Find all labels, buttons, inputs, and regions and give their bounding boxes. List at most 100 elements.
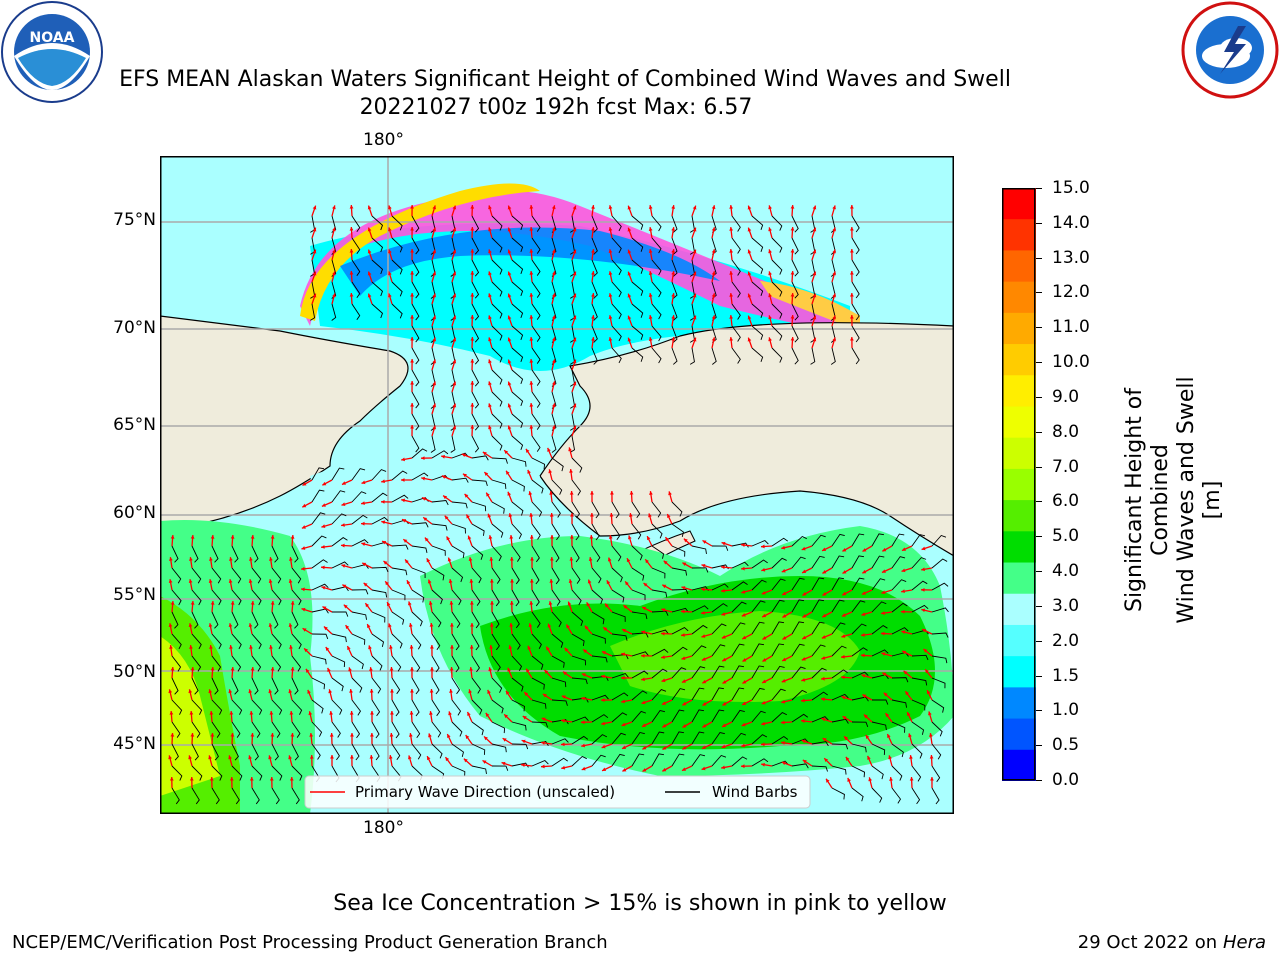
wind-barb xyxy=(751,621,765,635)
colorbar-cell xyxy=(1002,718,1036,751)
wave-direction-arrowhead xyxy=(210,733,215,737)
wave-direction-arrowhead xyxy=(842,591,847,596)
wind-barb xyxy=(651,347,662,364)
wind-barb xyxy=(831,577,845,591)
wave-direction-arrowhead xyxy=(747,293,752,298)
wave-direction-arrowhead xyxy=(208,623,213,628)
wave-direction-arrowhead xyxy=(188,689,193,694)
wind-barb xyxy=(851,647,868,657)
wave-direction-arrowhead xyxy=(468,557,473,562)
colorbar-tick-mark xyxy=(1036,362,1042,364)
wind-barb xyxy=(691,645,707,657)
nws-logo-icon xyxy=(1181,1,1279,99)
wave-direction-arrowhead xyxy=(361,521,365,526)
wave-direction-arrowhead xyxy=(401,457,405,462)
wind-barb xyxy=(931,699,945,713)
wind-barb xyxy=(251,721,261,738)
wind-barb xyxy=(711,603,728,613)
wave-direction-arrowhead xyxy=(862,694,867,698)
wind-barb xyxy=(551,435,557,453)
wave-direction-arrowhead xyxy=(566,624,570,629)
wave-direction-arrowhead xyxy=(410,315,415,319)
wind-barb xyxy=(571,677,588,685)
wave-direction-arrowhead xyxy=(169,777,174,781)
wave-direction-arrowhead xyxy=(443,495,448,500)
wave-direction-arrowhead xyxy=(388,227,392,232)
wave-direction-arrowhead xyxy=(682,745,687,750)
wind-barb xyxy=(771,557,787,569)
wind-barb xyxy=(491,567,501,584)
wave-direction-arrowhead xyxy=(929,755,934,759)
wind-barb xyxy=(491,677,503,693)
wave-direction-arrowhead xyxy=(428,601,433,605)
wind-barb xyxy=(671,347,678,365)
wave-direction-arrowhead xyxy=(682,724,687,728)
wind-barb xyxy=(351,491,367,503)
wave-direction-arrowhead xyxy=(209,711,214,715)
wind-barb xyxy=(571,716,589,723)
wave-direction-arrowhead xyxy=(901,630,906,635)
wind-barb xyxy=(731,643,745,657)
wave-direction-arrowhead xyxy=(608,337,613,342)
colorbar-tick-label: 11.0 xyxy=(1052,317,1090,338)
wind-barb xyxy=(611,545,622,562)
wave-direction-arrowhead xyxy=(711,293,716,298)
wave-direction-arrowhead xyxy=(801,677,806,682)
wind-barb xyxy=(511,523,522,540)
wind-barb xyxy=(491,435,503,451)
wind-barb xyxy=(531,237,541,254)
wave-direction-arrowhead xyxy=(309,755,314,759)
wave-direction-arrowhead xyxy=(562,671,567,676)
wind-barb xyxy=(471,699,483,715)
wind-barb xyxy=(871,625,888,635)
wind-barb xyxy=(291,567,302,584)
wind-barb xyxy=(251,589,262,606)
wave-direction-arrowhead xyxy=(288,623,293,628)
wind-barb xyxy=(411,413,420,431)
wind-barb xyxy=(551,738,569,745)
wind-barb xyxy=(531,677,545,690)
colorbar-tick-mark xyxy=(1036,501,1042,503)
wave-direction-arrowhead xyxy=(671,315,676,319)
wave-direction-arrowhead xyxy=(608,227,613,232)
wind-barb xyxy=(631,651,649,657)
wind-barb xyxy=(351,611,367,620)
wind-barb xyxy=(631,545,643,561)
wave-direction-arrowhead xyxy=(601,698,605,702)
wave-direction-arrowhead xyxy=(322,481,327,486)
wind-barb xyxy=(511,435,524,451)
wind-barb xyxy=(651,281,662,298)
wave-direction-arrowhead xyxy=(482,451,487,456)
wind-barb xyxy=(651,237,662,254)
wave-direction-arrowhead xyxy=(410,381,415,385)
wind-barb xyxy=(611,523,621,541)
wind-barb xyxy=(771,599,785,613)
wave-direction-arrowhead xyxy=(922,628,927,633)
wave-direction-arrowhead xyxy=(768,315,772,320)
wave-direction-arrowhead xyxy=(844,736,848,741)
wind-barb xyxy=(791,535,807,547)
wind-barb xyxy=(551,589,561,606)
wind-barb xyxy=(931,743,942,760)
wave-direction-arrowhead xyxy=(529,381,534,385)
colorbar-cell xyxy=(1002,406,1036,439)
wind-barb xyxy=(711,665,725,679)
wind-barb xyxy=(531,457,546,470)
wave-direction-arrowhead xyxy=(682,701,687,706)
wind-barb xyxy=(491,457,508,464)
wind-barb xyxy=(891,627,909,635)
wave-direction-arrowhead xyxy=(742,701,747,706)
wind-barb xyxy=(911,654,929,661)
wind-barb xyxy=(671,607,689,613)
wind-barb xyxy=(830,347,836,365)
wind-barb xyxy=(231,677,239,695)
wind-barb xyxy=(331,721,341,738)
wave-direction-arrowhead xyxy=(361,542,366,546)
wind-barb xyxy=(211,545,219,563)
wave-direction-arrowhead xyxy=(210,667,215,671)
wind-barb xyxy=(171,699,183,715)
wave-direction-arrowhead xyxy=(208,557,213,561)
colorbar-tick-mark xyxy=(1036,257,1042,259)
wave-direction-arrowhead xyxy=(504,450,509,455)
wind-barb xyxy=(871,601,887,613)
